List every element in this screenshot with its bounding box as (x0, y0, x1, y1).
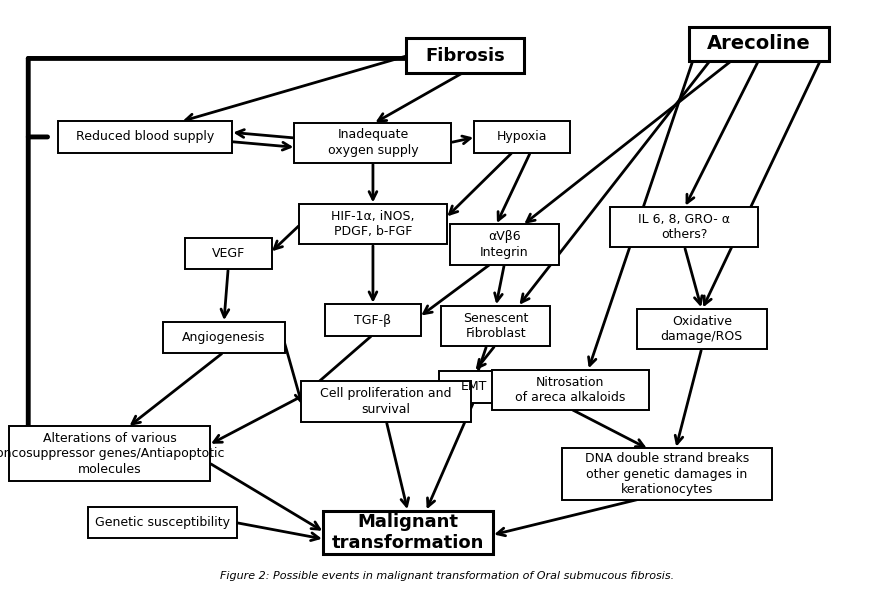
FancyBboxPatch shape (450, 225, 558, 264)
FancyBboxPatch shape (184, 237, 272, 269)
FancyBboxPatch shape (89, 507, 236, 538)
FancyBboxPatch shape (439, 371, 508, 403)
FancyBboxPatch shape (163, 322, 284, 353)
Text: EMT: EMT (460, 381, 486, 394)
FancyBboxPatch shape (406, 39, 523, 73)
FancyBboxPatch shape (491, 370, 648, 410)
Text: Arecoline: Arecoline (706, 34, 810, 53)
Text: Fibrosis: Fibrosis (425, 47, 504, 64)
FancyBboxPatch shape (561, 448, 771, 500)
Text: Alterations of various
oncosuppressor genes/Antiapoptotic
molecules: Alterations of various oncosuppressor ge… (0, 432, 224, 476)
Text: αVβ6
Integrin: αVβ6 Integrin (480, 230, 528, 259)
Text: HIF-1α, iNOS,
PDGF, b-FGF: HIF-1α, iNOS, PDGF, b-FGF (331, 210, 414, 239)
FancyBboxPatch shape (474, 121, 569, 152)
Text: Figure 2: Possible events in malignant transformation of Oral submucous fibrosis: Figure 2: Possible events in malignant t… (220, 570, 674, 581)
FancyBboxPatch shape (323, 511, 493, 554)
Text: DNA double strand breaks
other genetic damages in
kerationocytes: DNA double strand breaks other genetic d… (584, 452, 748, 496)
FancyBboxPatch shape (325, 304, 420, 336)
Text: Nitrosation
of areca alkaloids: Nitrosation of areca alkaloids (515, 376, 625, 404)
Text: TGF-β: TGF-β (354, 313, 391, 327)
Text: IL 6, 8, GRO- α
others?: IL 6, 8, GRO- α others? (637, 213, 730, 241)
Text: Inadequate
oxygen supply: Inadequate oxygen supply (327, 129, 417, 157)
FancyBboxPatch shape (441, 306, 550, 346)
Text: Cell proliferation and
survival: Cell proliferation and survival (320, 387, 451, 416)
FancyBboxPatch shape (9, 427, 210, 481)
Text: Genetic susceptibility: Genetic susceptibility (95, 516, 230, 529)
FancyBboxPatch shape (57, 121, 232, 153)
FancyBboxPatch shape (636, 308, 766, 349)
Text: Malignant
transformation: Malignant transformation (332, 512, 484, 552)
FancyBboxPatch shape (300, 381, 470, 422)
Text: VEGF: VEGF (211, 247, 245, 259)
Text: Senescent
Fibroblast: Senescent Fibroblast (462, 312, 527, 340)
Text: Oxidative
damage/ROS: Oxidative damage/ROS (660, 315, 742, 343)
FancyBboxPatch shape (299, 204, 447, 244)
FancyBboxPatch shape (688, 27, 828, 61)
FancyBboxPatch shape (610, 207, 757, 247)
FancyBboxPatch shape (294, 122, 451, 163)
Text: Hypoxia: Hypoxia (496, 130, 547, 143)
Text: Reduced blood supply: Reduced blood supply (76, 130, 214, 143)
Text: Angiogenesis: Angiogenesis (182, 331, 266, 344)
